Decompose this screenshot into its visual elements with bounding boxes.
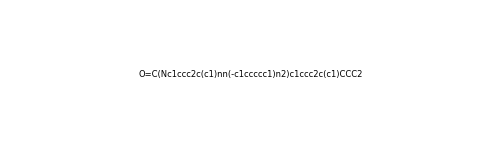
Text: O=C(Nc1ccc2c(c1)nn(-c1ccccc1)n2)c1ccc2c(c1)CCC2: O=C(Nc1ccc2c(c1)nn(-c1ccccc1)n2)c1ccc2c(…: [139, 70, 363, 79]
